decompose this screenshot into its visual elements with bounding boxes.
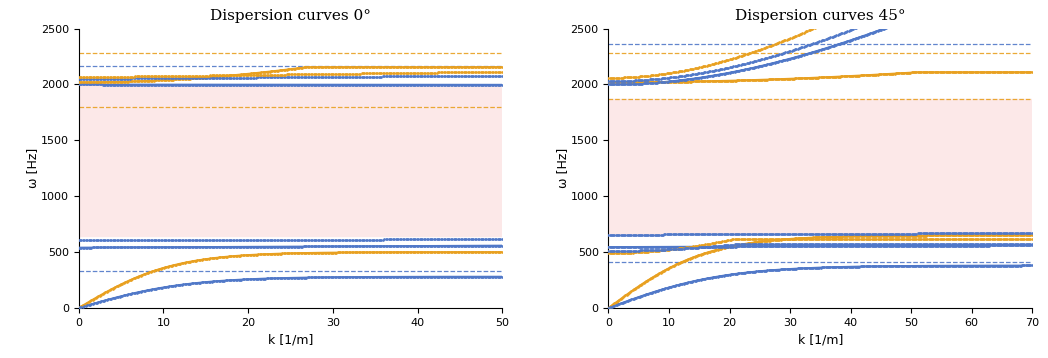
Title: Dispersion curves 0°: Dispersion curves 0°	[210, 9, 371, 23]
Y-axis label: ω [Hz]: ω [Hz]	[26, 148, 40, 188]
X-axis label: k [1/m]: k [1/m]	[798, 333, 843, 346]
Title: Dispersion curves 45°: Dispersion curves 45°	[735, 9, 905, 23]
Y-axis label: ω [Hz]: ω [Hz]	[556, 148, 569, 188]
Bar	[609, 99, 1032, 234]
Bar	[79, 85, 502, 236]
X-axis label: k [1/m]: k [1/m]	[268, 333, 313, 346]
